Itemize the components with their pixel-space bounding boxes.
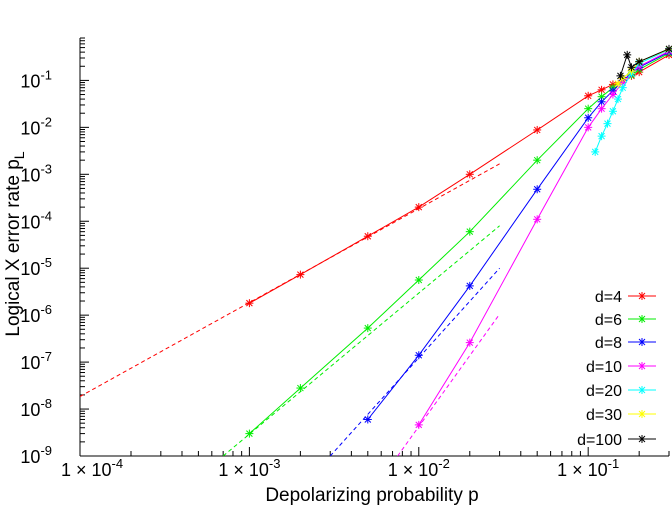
data-point-d8 xyxy=(533,185,542,194)
legend-item-d20: d=20 xyxy=(586,383,656,400)
data-point-d6 xyxy=(584,104,593,113)
data-series xyxy=(245,44,672,438)
asymptote-d8 xyxy=(329,267,500,456)
x-axis-title: Depolarizing probability p xyxy=(265,485,478,506)
data-point-d8 xyxy=(414,351,423,360)
legend-label: d=30 xyxy=(586,407,622,424)
x-tick-label: 1 × 10-3 xyxy=(218,456,280,480)
data-point-d10 xyxy=(414,420,423,429)
data-point-d4 xyxy=(414,203,423,212)
legend-label: d=10 xyxy=(586,359,622,376)
y-axis-title-main: Logical X error rate p xyxy=(3,159,24,336)
data-point-d8 xyxy=(584,113,593,122)
legend-marker xyxy=(638,410,646,418)
data-point-d4 xyxy=(465,170,474,179)
legend: d=4 d=6 d=8 d=10 d=20 d=30 d=100 xyxy=(577,289,656,449)
data-point-d6 xyxy=(533,156,542,165)
data-point-d20 xyxy=(614,95,623,104)
series-line-d10 xyxy=(418,50,670,426)
legend-item-d6: d=6 xyxy=(595,312,656,329)
data-point-d20 xyxy=(618,83,627,92)
y-tick-label: 10-9 xyxy=(20,443,52,467)
data-point-d8 xyxy=(465,281,474,290)
y-tick-label: 10-3 xyxy=(20,161,52,185)
data-point-d10 xyxy=(584,123,593,132)
series-line-d20 xyxy=(594,49,670,153)
data-point-d6 xyxy=(363,324,372,333)
data-point-d20 xyxy=(597,132,606,141)
legend-item-d30: d=30 xyxy=(586,407,656,424)
data-point-d4 xyxy=(584,91,593,100)
legend-label: d=4 xyxy=(595,289,622,306)
data-point-d100 xyxy=(616,71,625,80)
data-point-d4 xyxy=(296,270,305,279)
data-point-d4 xyxy=(363,232,372,241)
data-point-d6 xyxy=(245,429,254,438)
legend-marker xyxy=(638,435,646,443)
x-tick-label: 1 × 10-1 xyxy=(557,456,619,480)
y-tick-label: 10-5 xyxy=(20,255,52,279)
legend-marker xyxy=(638,362,646,370)
data-point-d4 xyxy=(533,125,542,134)
data-point-d30 xyxy=(614,79,623,88)
legend-item-d8: d=8 xyxy=(595,335,656,352)
asymptote-lines xyxy=(80,163,501,456)
legend-marker xyxy=(638,315,646,323)
legend-marker xyxy=(638,292,646,300)
data-point-d100 xyxy=(635,57,644,66)
asymptote-d6 xyxy=(222,225,500,456)
legend-label: d=6 xyxy=(595,312,622,329)
legend-marker xyxy=(638,386,646,394)
data-point-d10 xyxy=(533,215,542,224)
data-point-d4 xyxy=(245,299,254,308)
data-point-d8 xyxy=(363,415,372,424)
y-tick-label: 10-1 xyxy=(20,67,52,91)
data-point-d6 xyxy=(414,276,423,285)
legend-item-d10: d=10 xyxy=(586,359,656,376)
x-axis-ticks: 1 × 10-4 1 × 10-3 1 × 10-2 1 × 10-1 xyxy=(61,447,670,480)
data-point-d100 xyxy=(627,63,636,72)
y-tick-label: 10-2 xyxy=(20,114,52,138)
y-axis-ticks: 10-9 10-8 10-7 10-6 10-5 10-4 10-3 10-2 10-1 xyxy=(20,37,89,467)
data-point-d20 xyxy=(608,107,617,116)
series-line-d4 xyxy=(249,54,670,304)
y-tick-label: 10-7 xyxy=(20,349,52,373)
data-point-d20 xyxy=(591,147,600,156)
y-axis-title-subscript: L xyxy=(11,151,27,159)
legend-label: d=8 xyxy=(595,335,622,352)
data-point-d100 xyxy=(623,50,632,59)
data-point-d20 xyxy=(603,119,612,128)
legend-item-d100: d=100 xyxy=(577,432,656,449)
y-axis-title: Logical X error rate pL xyxy=(3,151,27,336)
data-point-d10 xyxy=(597,104,606,113)
data-point-d4 xyxy=(597,85,606,94)
asymptote-d10 xyxy=(397,313,501,456)
legend-label: d=100 xyxy=(577,432,622,449)
data-point-d8 xyxy=(597,97,606,106)
legend-item-d4: d=4 xyxy=(595,289,656,306)
legend-marker xyxy=(638,338,646,346)
x-tick-label: 1 × 10-4 xyxy=(61,456,123,480)
data-point-d6 xyxy=(465,227,474,236)
series-line-d8 xyxy=(367,51,670,420)
y-tick-label: 10-6 xyxy=(20,302,52,326)
y-tick-label: 10-4 xyxy=(20,208,52,232)
data-point-d6 xyxy=(296,384,305,393)
data-point-d10 xyxy=(465,338,474,347)
x-tick-label: 1 × 10-2 xyxy=(388,456,450,480)
series-line-d6 xyxy=(249,52,670,434)
y-tick-label: 10-8 xyxy=(20,396,52,420)
legend-label: d=20 xyxy=(586,383,622,400)
